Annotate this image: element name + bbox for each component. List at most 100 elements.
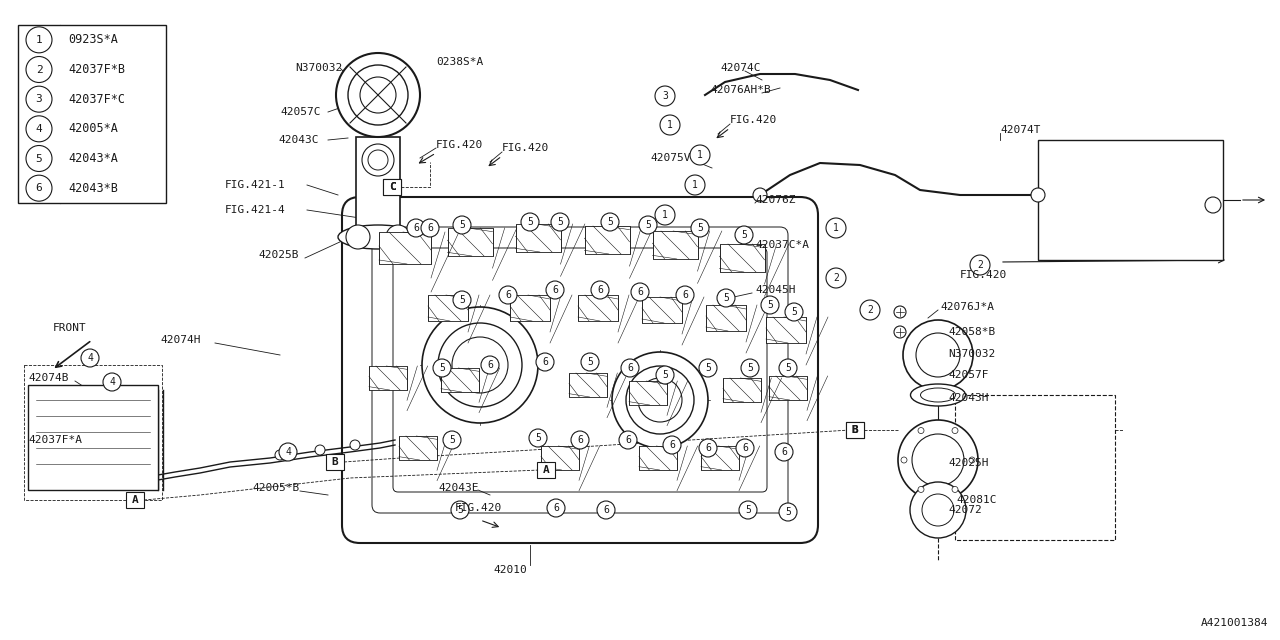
Text: 42076J*A: 42076J*A: [940, 302, 995, 312]
Circle shape: [26, 116, 52, 142]
Circle shape: [349, 440, 360, 450]
Bar: [28, 385, 157, 490]
Circle shape: [536, 353, 554, 371]
Text: 6: 6: [541, 357, 548, 367]
Text: 4: 4: [285, 447, 291, 457]
Bar: [442, 368, 479, 392]
Text: 2: 2: [833, 273, 838, 283]
Text: 5: 5: [705, 363, 710, 373]
Bar: [448, 228, 493, 256]
Text: 42037C*A: 42037C*A: [755, 240, 809, 250]
Bar: [579, 295, 618, 321]
Circle shape: [102, 373, 122, 391]
Text: 2: 2: [867, 305, 873, 315]
Circle shape: [918, 428, 924, 433]
Circle shape: [691, 219, 709, 237]
Bar: [639, 446, 677, 470]
Circle shape: [26, 175, 52, 201]
Circle shape: [860, 300, 881, 320]
Circle shape: [910, 482, 966, 538]
Circle shape: [916, 333, 960, 377]
Circle shape: [631, 283, 649, 301]
Text: 42037F*C: 42037F*C: [68, 93, 125, 106]
Text: 6: 6: [625, 435, 631, 445]
Bar: [369, 366, 407, 390]
Text: 0923S*A: 0923S*A: [68, 33, 118, 46]
Circle shape: [547, 499, 564, 517]
Text: 6: 6: [553, 503, 559, 513]
Bar: [125, 492, 145, 508]
FancyBboxPatch shape: [342, 197, 818, 543]
Circle shape: [612, 352, 708, 448]
Text: 5: 5: [767, 300, 773, 310]
Circle shape: [901, 457, 908, 463]
Text: 4: 4: [87, 353, 93, 363]
Bar: [585, 226, 630, 254]
Text: 5: 5: [449, 435, 454, 445]
Circle shape: [481, 356, 499, 374]
Circle shape: [922, 494, 954, 526]
Text: 42074H: 42074H: [160, 335, 201, 345]
Text: A: A: [543, 465, 549, 475]
Circle shape: [26, 145, 52, 172]
Circle shape: [581, 353, 599, 371]
Text: 6: 6: [596, 285, 603, 295]
Text: 5: 5: [785, 363, 791, 373]
Circle shape: [969, 457, 975, 463]
Text: FIG.420: FIG.420: [436, 140, 484, 150]
Text: 42076Z: 42076Z: [755, 195, 795, 205]
Text: 42074C: 42074C: [721, 63, 760, 73]
Text: 6: 6: [637, 287, 643, 297]
Circle shape: [774, 443, 794, 461]
Circle shape: [499, 286, 517, 304]
Bar: [653, 231, 698, 259]
Text: FRONT: FRONT: [54, 323, 87, 333]
Text: FIG.421-1: FIG.421-1: [225, 180, 285, 190]
Bar: [18, 25, 166, 203]
Circle shape: [1030, 188, 1044, 202]
Circle shape: [422, 307, 538, 423]
Circle shape: [899, 420, 978, 500]
Text: 4: 4: [36, 124, 42, 134]
Text: 42074B: 42074B: [28, 373, 69, 383]
Circle shape: [918, 486, 924, 492]
Text: FIG.420: FIG.420: [960, 270, 1007, 280]
Text: 6: 6: [781, 447, 787, 457]
Circle shape: [780, 359, 797, 377]
Text: 5: 5: [460, 220, 465, 230]
Text: 42043C: 42043C: [278, 135, 319, 145]
Circle shape: [739, 501, 756, 519]
Circle shape: [626, 366, 694, 434]
Bar: [628, 381, 667, 405]
Text: 1: 1: [833, 223, 838, 233]
Circle shape: [785, 303, 803, 321]
Text: 42072: 42072: [948, 505, 982, 515]
Circle shape: [602, 213, 620, 231]
Bar: [643, 297, 682, 323]
Circle shape: [453, 291, 471, 309]
Text: 6: 6: [36, 183, 42, 193]
Circle shape: [970, 255, 989, 275]
Text: B: B: [851, 425, 859, 435]
Text: FIG.420: FIG.420: [730, 115, 777, 125]
Bar: [955, 395, 1115, 540]
Circle shape: [913, 434, 964, 486]
Text: 6: 6: [669, 440, 675, 450]
Circle shape: [685, 175, 705, 195]
Text: 6: 6: [603, 505, 609, 515]
Circle shape: [780, 503, 797, 521]
Bar: [538, 462, 556, 478]
Bar: [541, 446, 579, 470]
Bar: [701, 446, 739, 470]
Text: 5: 5: [457, 505, 463, 515]
Circle shape: [735, 226, 753, 244]
Circle shape: [690, 145, 710, 165]
Text: 6: 6: [488, 360, 493, 370]
Text: 5: 5: [723, 293, 728, 303]
Text: 1: 1: [692, 180, 698, 190]
Text: FIG.420: FIG.420: [454, 503, 502, 513]
Bar: [723, 378, 762, 402]
Text: 5: 5: [557, 217, 563, 227]
Circle shape: [529, 429, 547, 447]
Text: N370032: N370032: [948, 349, 996, 359]
